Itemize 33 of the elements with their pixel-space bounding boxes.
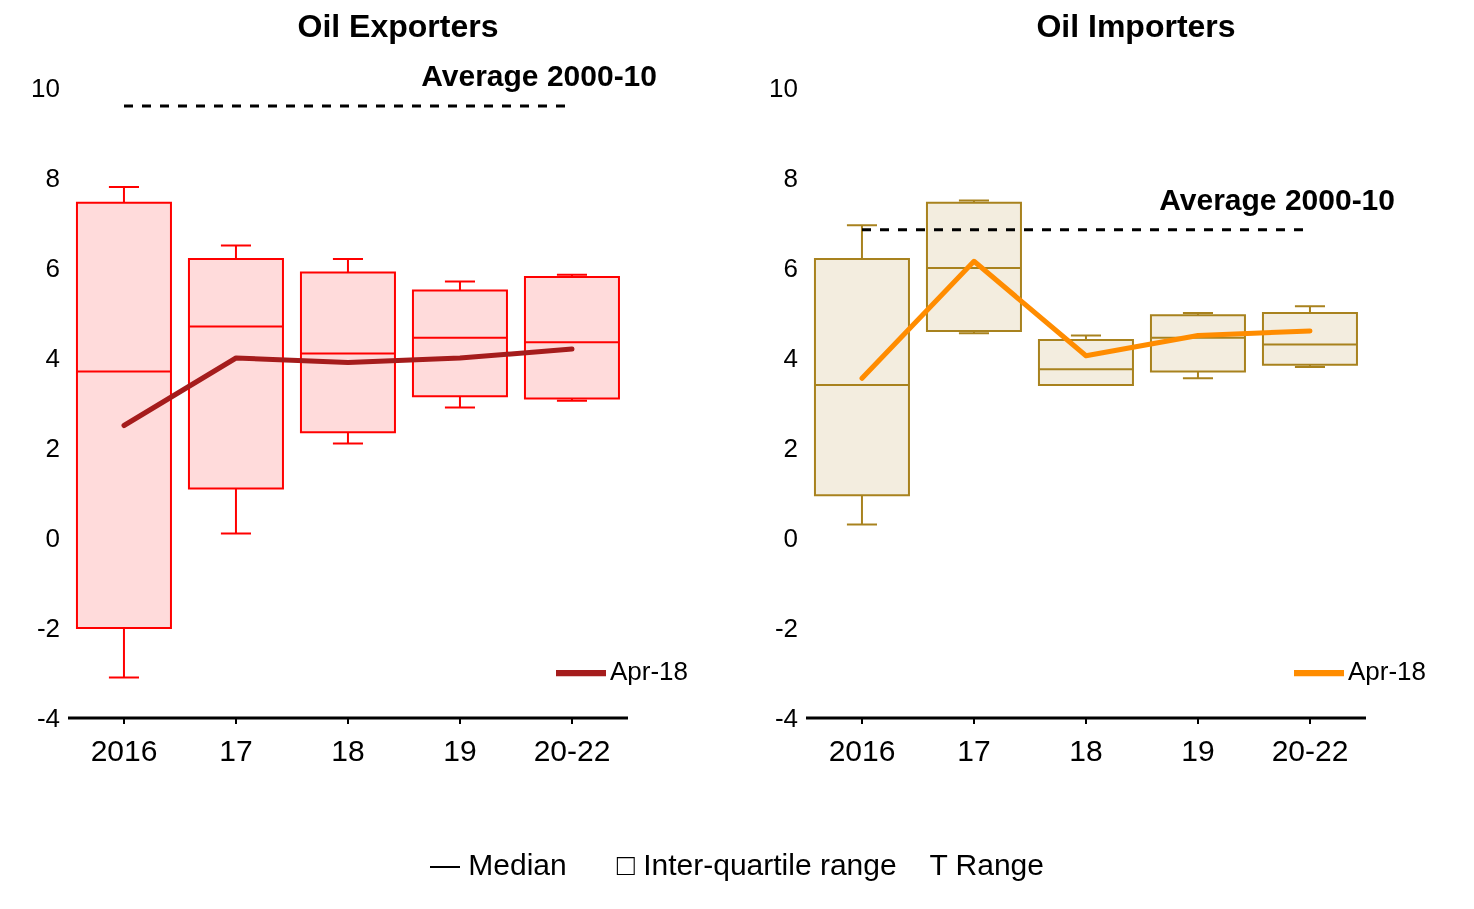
x-tick-label: 19 (1181, 734, 1215, 768)
x-tick-label: 18 (1069, 734, 1103, 768)
text: — Median □ Inter-quartile range T Range (429, 848, 1045, 882)
y-tick-label: -4 (774, 703, 798, 734)
x-tick-label: 20-22 (533, 734, 611, 768)
x-tick-label: 18 (331, 734, 365, 768)
y-tick-label: 0 (45, 523, 60, 554)
x-tick-label: 20-22 (1271, 734, 1349, 768)
y-tick-label: 10 (769, 73, 798, 104)
legend-label: Apr-18 (609, 655, 688, 686)
y-tick-label: 6 (45, 253, 60, 284)
x-tick-label: 2016 (90, 734, 158, 768)
y-tick-label: 2 (45, 433, 60, 464)
ref-line-label: Average 2000-10 (1159, 182, 1395, 216)
y-tick-label: 10 (31, 73, 60, 104)
ref-line-label: Average 2000-10 (421, 59, 657, 92)
y-tick-label: 8 (45, 163, 60, 194)
x-tick-label: 2016 (828, 734, 896, 768)
x-tick-label: 17 (957, 734, 991, 768)
y-tick-label: -2 (774, 613, 798, 644)
y-tick-label: 0 (783, 523, 798, 554)
x-tick-label: 19 (443, 734, 477, 768)
y-tick-label: 2 (783, 433, 798, 464)
y-tick-label: 4 (45, 343, 60, 374)
y-tick-label: 8 (783, 163, 798, 194)
chart-title: Oil Exporters (296, 8, 500, 46)
y-tick-label: 4 (783, 343, 798, 374)
y-tick-label: -4 (36, 703, 60, 734)
legend-label: Apr-18 (1347, 655, 1426, 686)
x-tick-label: 17 (219, 734, 253, 768)
chart-title: Oil Importers (1035, 8, 1237, 46)
y-tick-label: 6 (783, 253, 798, 284)
y-tick-label: -2 (36, 613, 60, 644)
